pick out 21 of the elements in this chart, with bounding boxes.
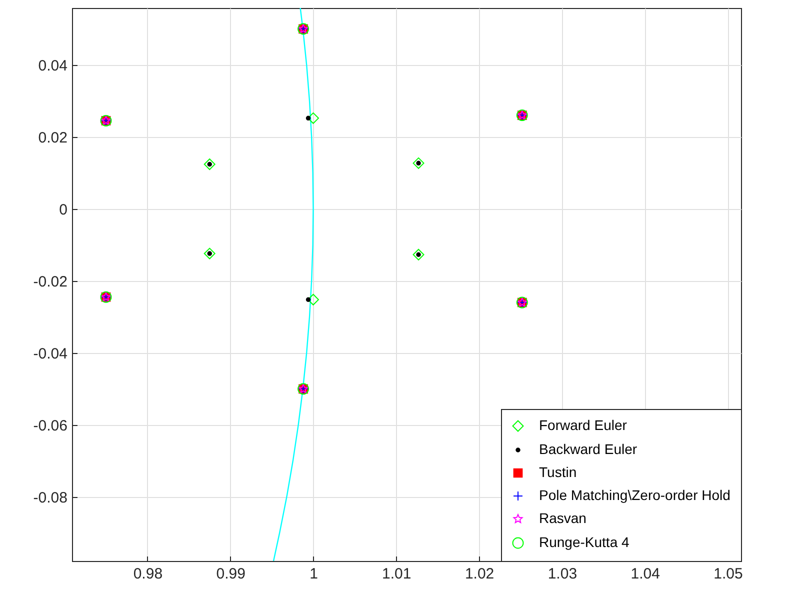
legend-label: Tustin [539, 464, 577, 480]
x-tick-label: 0.99 [216, 566, 246, 582]
x-tick-label: 0.98 [133, 566, 163, 582]
legend-label: Rasvan [539, 510, 586, 526]
y-tick-label: -0.04 [33, 345, 68, 362]
x-tick-label: 1 [310, 566, 318, 582]
y-tick-label: 0 [59, 201, 68, 218]
y-tick-label: -0.08 [33, 489, 68, 506]
y-tick-label: -0.02 [33, 273, 68, 290]
x-tick-label: 1.03 [548, 566, 578, 582]
y-tick-label: 0.04 [38, 57, 68, 74]
legend-label: Forward Euler [539, 417, 628, 433]
legend-label: Runge-Kutta 4 [539, 534, 630, 550]
x-tick-label: 1.04 [630, 566, 660, 582]
x-tick-label: 1.05 [714, 566, 743, 582]
legend-label: Backward Euler [539, 441, 638, 457]
y-tick-label: -0.06 [33, 417, 68, 434]
y-tick-label: 0.02 [38, 129, 68, 146]
legend-label: Pole Matching\Zero-order Hold [539, 487, 730, 503]
x-tick-label: 1.02 [464, 566, 494, 582]
x-tick-label: 1.01 [382, 566, 412, 582]
